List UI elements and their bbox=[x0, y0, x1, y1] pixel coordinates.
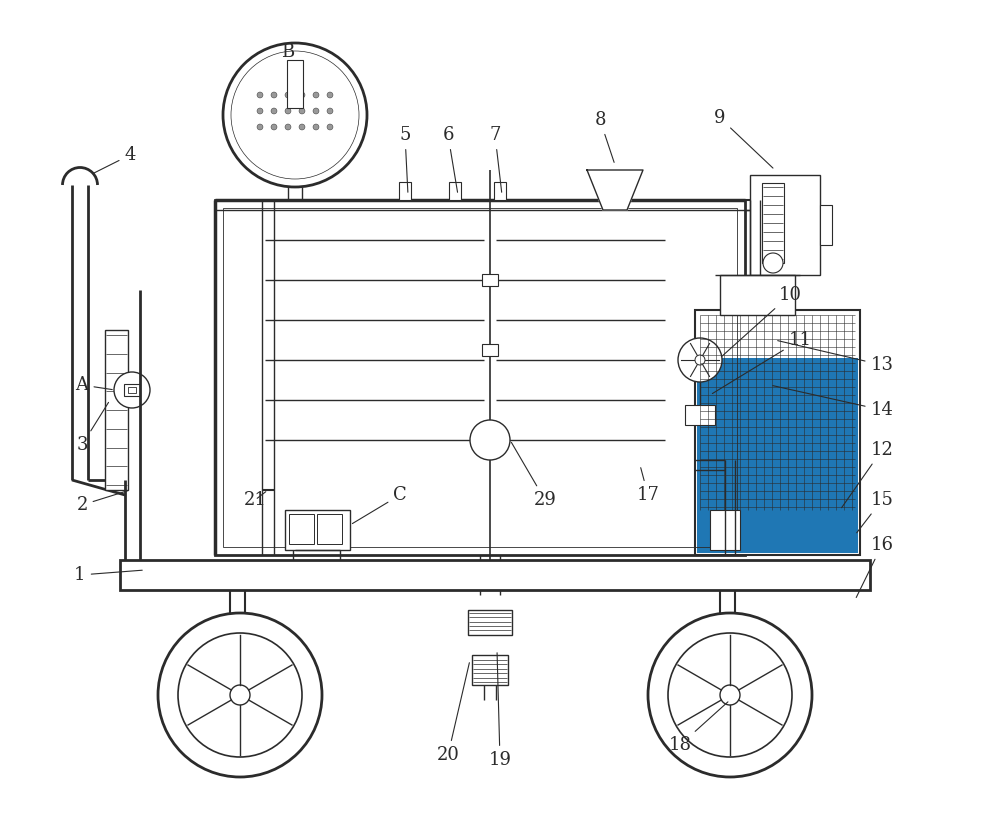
Text: 20: 20 bbox=[437, 663, 469, 764]
Text: 21: 21 bbox=[244, 491, 266, 509]
Circle shape bbox=[327, 92, 333, 98]
Bar bbox=[223, 208, 737, 547]
Text: B: B bbox=[281, 43, 295, 87]
Text: 4: 4 bbox=[92, 146, 136, 174]
Bar bbox=[317, 514, 342, 544]
Circle shape bbox=[223, 43, 367, 187]
Circle shape bbox=[231, 51, 359, 179]
Circle shape bbox=[257, 108, 263, 114]
Bar bbox=[820, 205, 832, 245]
Circle shape bbox=[114, 372, 150, 408]
Circle shape bbox=[299, 92, 305, 98]
Circle shape bbox=[271, 124, 277, 130]
Bar bbox=[289, 514, 314, 544]
Bar bbox=[482, 274, 498, 286]
Text: 12: 12 bbox=[842, 441, 893, 508]
Text: 14: 14 bbox=[773, 386, 893, 419]
Circle shape bbox=[763, 253, 783, 273]
Text: 10: 10 bbox=[722, 286, 802, 356]
Circle shape bbox=[271, 108, 277, 114]
Circle shape bbox=[327, 124, 333, 130]
Circle shape bbox=[695, 355, 705, 365]
Circle shape bbox=[327, 108, 333, 114]
Circle shape bbox=[230, 685, 250, 705]
Text: 3: 3 bbox=[76, 402, 109, 454]
Circle shape bbox=[285, 108, 291, 114]
Text: 16: 16 bbox=[856, 536, 894, 597]
Bar bbox=[449, 182, 461, 200]
Text: 6: 6 bbox=[442, 126, 458, 193]
Circle shape bbox=[313, 108, 319, 114]
Bar bbox=[124, 384, 140, 396]
Circle shape bbox=[299, 108, 305, 114]
Circle shape bbox=[720, 685, 740, 705]
Circle shape bbox=[285, 124, 291, 130]
Circle shape bbox=[285, 92, 291, 98]
Circle shape bbox=[668, 633, 792, 757]
Bar bbox=[128, 387, 136, 393]
Bar bbox=[762, 183, 784, 263]
Bar bbox=[482, 344, 498, 356]
Text: 15: 15 bbox=[857, 491, 893, 533]
Circle shape bbox=[678, 338, 722, 382]
Bar bbox=[750, 175, 820, 275]
Bar bbox=[215, 200, 745, 555]
Bar bbox=[695, 310, 860, 555]
Bar bbox=[697, 358, 858, 553]
Text: 29: 29 bbox=[511, 442, 556, 509]
Text: 17: 17 bbox=[637, 468, 659, 504]
Bar bbox=[710, 510, 740, 550]
Bar bbox=[494, 182, 506, 200]
Text: 8: 8 bbox=[594, 111, 614, 162]
Bar bbox=[120, 560, 870, 590]
Text: 19: 19 bbox=[488, 653, 512, 769]
Circle shape bbox=[648, 613, 812, 777]
Bar bbox=[105, 330, 128, 490]
Circle shape bbox=[257, 92, 263, 98]
Bar bbox=[482, 424, 498, 436]
Text: C: C bbox=[352, 486, 407, 524]
Circle shape bbox=[313, 92, 319, 98]
Text: 7: 7 bbox=[489, 126, 502, 193]
Circle shape bbox=[178, 633, 302, 757]
Bar bbox=[720, 275, 795, 315]
Text: 18: 18 bbox=[668, 702, 728, 754]
Text: 2: 2 bbox=[76, 491, 127, 514]
Circle shape bbox=[158, 613, 322, 777]
Text: 11: 11 bbox=[712, 331, 812, 393]
Text: A: A bbox=[76, 376, 112, 394]
Text: 13: 13 bbox=[778, 340, 894, 374]
Text: 9: 9 bbox=[714, 109, 773, 168]
Circle shape bbox=[271, 92, 277, 98]
Circle shape bbox=[299, 124, 305, 130]
Text: 1: 1 bbox=[74, 566, 142, 584]
Bar bbox=[472, 655, 508, 685]
Bar bbox=[685, 405, 715, 425]
Circle shape bbox=[470, 420, 510, 460]
Bar bbox=[287, 60, 303, 108]
Circle shape bbox=[257, 124, 263, 130]
Polygon shape bbox=[587, 170, 643, 210]
Bar bbox=[399, 182, 411, 200]
Circle shape bbox=[313, 124, 319, 130]
Bar bbox=[285, 510, 350, 550]
Bar bbox=[468, 610, 512, 635]
Text: 5: 5 bbox=[399, 126, 411, 193]
